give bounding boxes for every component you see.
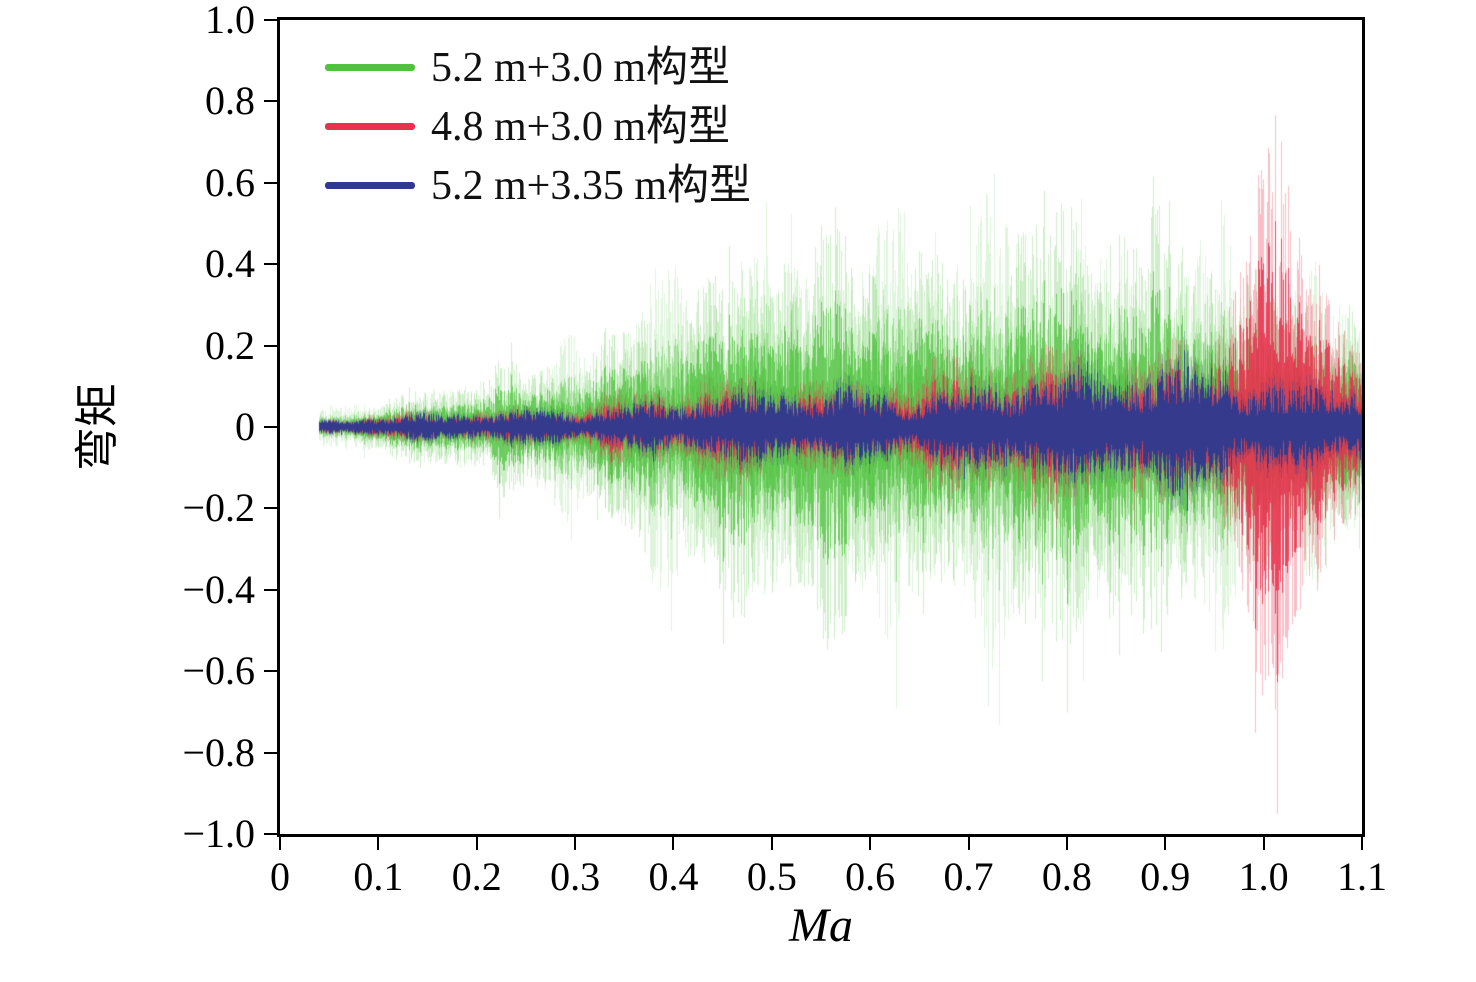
- x-tick-mark: [574, 837, 577, 850]
- y-tick-mark: [264, 833, 277, 835]
- plot-area: [277, 17, 1365, 837]
- x-tick-label: 1.1: [1337, 854, 1387, 899]
- x-tick-label: 0.3: [550, 854, 601, 899]
- y-tick-mark: [264, 751, 277, 754]
- y-tick-label: −0.6: [182, 648, 255, 694]
- x-tick-mark: [967, 837, 970, 850]
- plot-canvas: [280, 20, 1362, 834]
- legend-swatch-blue-line: [325, 182, 415, 189]
- x-tick-label: 1.0: [1238, 854, 1289, 899]
- x-tick-label: 0.1: [353, 854, 404, 899]
- y-tick-mark: [264, 344, 277, 347]
- legend-item-red: 4.8 m+3.0 m构型: [325, 97, 751, 156]
- legend-swatch-green-line: [325, 64, 415, 71]
- y-tick-label: 0: [235, 404, 255, 449]
- x-tick-label: 0.6: [845, 854, 896, 899]
- x-tick-label: 0.8: [1041, 854, 1092, 899]
- x-tick-label: 0.4: [648, 854, 699, 899]
- y-tick-label: 0.8: [205, 78, 255, 124]
- legend-swatch-red-line: [325, 123, 415, 130]
- x-tick-label: 0.5: [746, 854, 797, 899]
- y-tick-mark: [264, 19, 277, 21]
- legend: 5.2 m+3.0 m构型 4.8 m+3.0 m构型 5.2 m+3.35 m…: [325, 38, 751, 215]
- x-tick-mark: [1361, 837, 1363, 850]
- legend-label: 4.8 m+3.0 m构型: [431, 103, 731, 150]
- x-tick-mark: [1262, 837, 1265, 850]
- y-tick-mark: [264, 263, 277, 266]
- y-tick-label: −0.8: [182, 729, 255, 775]
- y-tick-label: 0.6: [205, 159, 255, 205]
- x-tick-label: 0.9: [1140, 854, 1191, 899]
- x-tick-mark: [475, 837, 478, 850]
- x-axis-label: Ma: [789, 899, 853, 952]
- x-tick-mark: [672, 837, 675, 850]
- y-tick-mark: [264, 588, 277, 591]
- y-tick-label: −0.2: [182, 485, 255, 531]
- legend-label: 5.2 m+3.35 m构型: [431, 162, 752, 209]
- x-tick-label: 0.2: [451, 854, 502, 899]
- y-tick-mark: [264, 181, 277, 184]
- legend-item-blue: 5.2 m+3.35 m构型: [325, 156, 751, 215]
- x-tick-label: 0.7: [943, 854, 994, 899]
- y-tick-mark: [264, 426, 277, 428]
- y-tick-label: −1.0: [182, 811, 255, 856]
- x-tick-mark: [770, 837, 773, 850]
- y-tick-mark: [264, 507, 277, 510]
- legend-item-green: 5.2 m+3.0 m构型: [325, 38, 751, 97]
- y-tick-mark: [264, 100, 277, 103]
- x-tick-mark: [1164, 837, 1167, 850]
- y-tick-label: 0.4: [205, 241, 255, 287]
- x-tick-mark: [1065, 837, 1068, 850]
- x-tick-mark: [869, 837, 872, 850]
- y-tick-label: 0.2: [205, 322, 255, 368]
- y-tick-label: −0.4: [182, 566, 255, 612]
- x-tick-mark: [377, 837, 380, 850]
- y-tick-label: 1.0: [205, 0, 255, 42]
- y-tick-mark: [264, 670, 277, 673]
- x-tick-mark: [279, 837, 281, 850]
- legend-label: 5.2 m+3.0 m构型: [431, 44, 731, 91]
- y-axis-label: 弯矩: [73, 383, 122, 471]
- x-tick-label: 0: [270, 854, 290, 899]
